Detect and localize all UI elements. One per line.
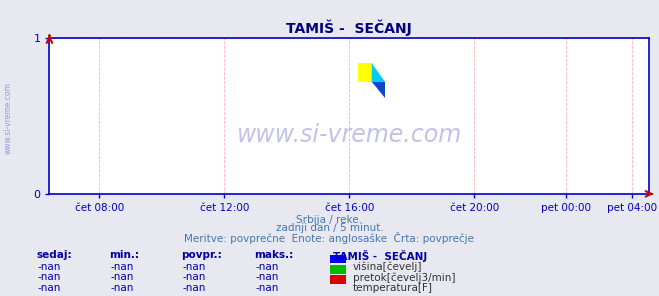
Text: temperatura[F]: temperatura[F] xyxy=(353,283,432,293)
Text: -nan: -nan xyxy=(183,262,206,272)
Text: sedaj:: sedaj: xyxy=(36,250,72,260)
Text: -nan: -nan xyxy=(255,272,279,282)
Text: -nan: -nan xyxy=(183,283,206,293)
Text: -nan: -nan xyxy=(255,283,279,293)
Text: zadnji dan / 5 minut.: zadnji dan / 5 minut. xyxy=(275,223,384,234)
Text: povpr.:: povpr.: xyxy=(181,250,222,260)
Text: -nan: -nan xyxy=(110,272,134,282)
Text: Srbija / reke.: Srbija / reke. xyxy=(297,215,362,225)
Bar xyxy=(358,63,373,82)
Polygon shape xyxy=(372,63,386,82)
Text: TAMIŠ -  SEČANJ: TAMIŠ - SEČANJ xyxy=(333,250,427,262)
Text: -nan: -nan xyxy=(38,283,61,293)
Text: min.:: min.: xyxy=(109,250,139,260)
Title: TAMIŠ -  SEČANJ: TAMIŠ - SEČANJ xyxy=(287,20,412,36)
Text: višina[čevelj]: višina[čevelj] xyxy=(353,262,422,272)
Text: maks.:: maks.: xyxy=(254,250,293,260)
Text: -nan: -nan xyxy=(110,283,134,293)
Text: -nan: -nan xyxy=(183,272,206,282)
Text: pretok[čevelj3/min]: pretok[čevelj3/min] xyxy=(353,272,455,283)
Text: www.si-vreme.com: www.si-vreme.com xyxy=(237,123,462,147)
Text: www.si-vreme.com: www.si-vreme.com xyxy=(3,83,13,154)
Polygon shape xyxy=(372,82,386,98)
Text: -nan: -nan xyxy=(38,272,61,282)
Text: -nan: -nan xyxy=(38,262,61,272)
Text: -nan: -nan xyxy=(255,262,279,272)
Text: -nan: -nan xyxy=(110,262,134,272)
Text: Meritve: povprečne  Enote: anglosаške  Črta: povprečje: Meritve: povprečne Enote: anglosаške Črt… xyxy=(185,232,474,244)
